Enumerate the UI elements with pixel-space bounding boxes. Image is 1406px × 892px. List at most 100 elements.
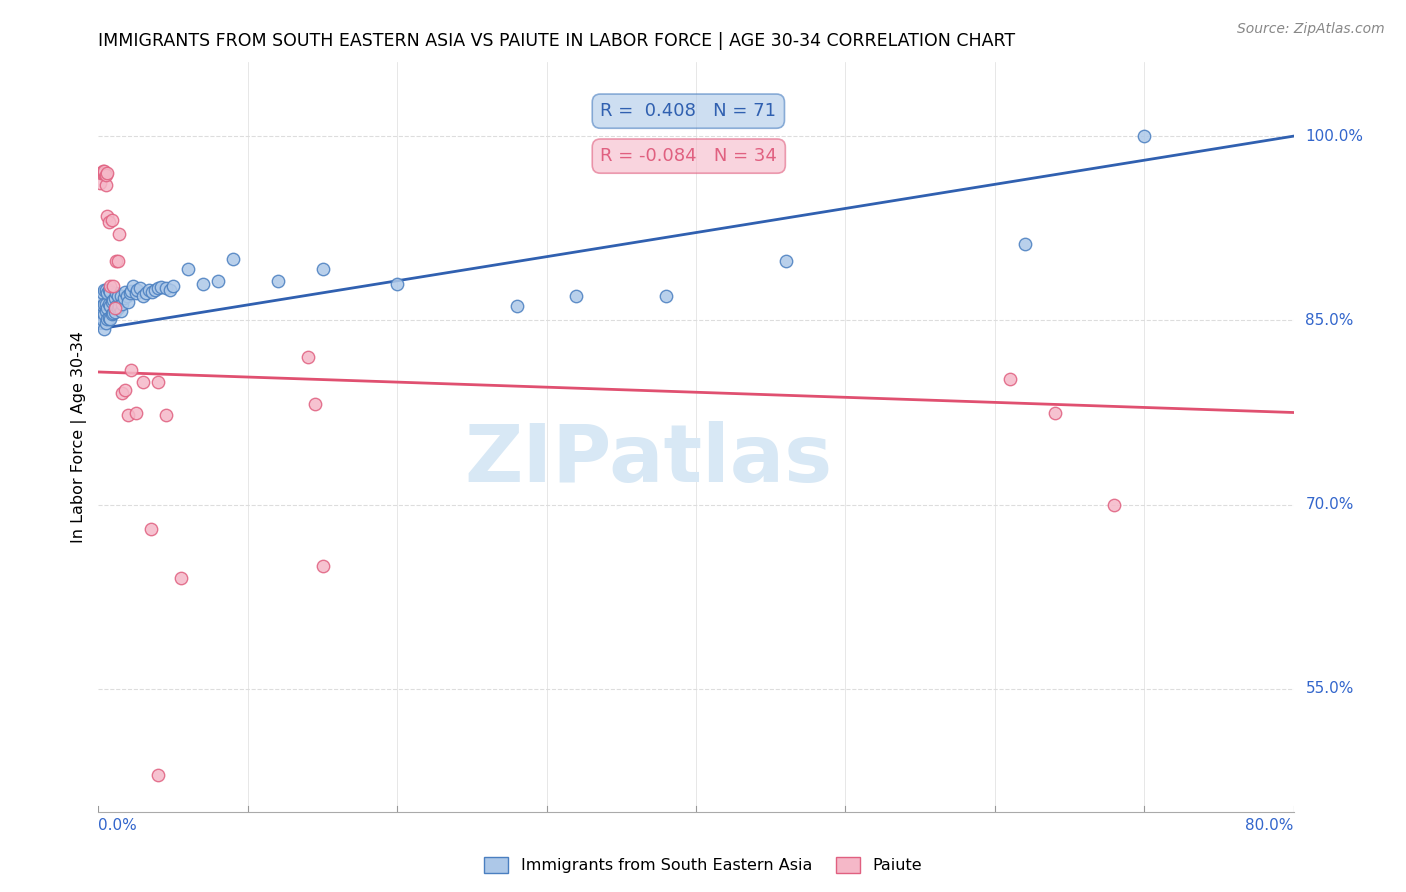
Point — [104, 291, 127, 305]
Point — [117, 295, 139, 310]
Point — [110, 289, 132, 303]
Point — [94, 316, 117, 330]
Point — [94, 297, 117, 311]
Point — [94, 169, 117, 183]
Point — [93, 307, 115, 321]
Point — [97, 297, 120, 311]
Text: 100.0%: 100.0% — [1306, 128, 1364, 144]
Point — [132, 289, 155, 303]
Point — [162, 279, 184, 293]
Point — [96, 312, 118, 326]
Point — [112, 291, 135, 305]
Point — [103, 279, 125, 293]
Text: 70.0%: 70.0% — [1306, 497, 1354, 512]
Point — [107, 301, 129, 315]
Point — [138, 283, 160, 297]
Point — [108, 299, 131, 313]
Point — [655, 289, 678, 303]
Point — [117, 408, 139, 422]
Point — [120, 362, 142, 376]
Text: Source: ZipAtlas.com: Source: ZipAtlas.com — [1237, 22, 1385, 37]
Point — [159, 283, 181, 297]
Point — [143, 283, 166, 297]
Point — [267, 274, 290, 288]
Point — [1043, 405, 1066, 419]
Point — [1014, 237, 1036, 252]
Point — [150, 280, 173, 294]
Point — [98, 299, 122, 313]
Point — [207, 274, 229, 288]
Text: 80.0%: 80.0% — [1246, 818, 1294, 833]
Point — [775, 254, 797, 268]
Legend: Immigrants from South Eastern Asia, Paiute: Immigrants from South Eastern Asia, Paiu… — [478, 850, 928, 880]
Point — [1133, 129, 1156, 144]
Point — [135, 286, 157, 301]
Point — [148, 768, 170, 782]
Point — [101, 212, 124, 227]
Text: 55.0%: 55.0% — [1306, 681, 1354, 697]
Point — [93, 283, 115, 297]
Point — [94, 303, 117, 318]
Text: R = -0.084   N = 34: R = -0.084 N = 34 — [600, 147, 778, 165]
Point — [91, 286, 114, 301]
Point — [118, 286, 141, 301]
Point — [96, 301, 118, 315]
Point — [155, 281, 177, 295]
Point — [111, 297, 134, 311]
Point — [297, 350, 319, 364]
Point — [97, 215, 120, 229]
Point — [311, 559, 333, 574]
Point — [93, 322, 115, 336]
Point — [132, 375, 155, 389]
Point — [998, 372, 1021, 386]
Point — [125, 286, 148, 301]
Point — [91, 299, 114, 313]
Point — [107, 254, 129, 268]
Y-axis label: In Labor Force | Age 30-34: In Labor Force | Age 30-34 — [72, 331, 87, 543]
Point — [90, 307, 112, 321]
Point — [91, 313, 114, 327]
Point — [565, 289, 588, 303]
Point — [91, 163, 114, 178]
Point — [311, 261, 333, 276]
Point — [121, 279, 143, 293]
Point — [155, 408, 177, 422]
Point — [125, 405, 148, 419]
Point — [98, 312, 122, 326]
Point — [169, 571, 191, 585]
Text: 85.0%: 85.0% — [1306, 313, 1354, 328]
Point — [97, 310, 120, 325]
Point — [385, 277, 409, 291]
Point — [98, 285, 122, 300]
Point — [105, 254, 128, 268]
Point — [107, 289, 129, 303]
Point — [93, 297, 115, 311]
Text: IMMIGRANTS FROM SOUTH EASTERN ASIA VS PAIUTE IN LABOR FORCE | AGE 30-34 CORRELAT: IMMIGRANTS FROM SOUTH EASTERN ASIA VS PA… — [98, 32, 1015, 50]
Point — [90, 289, 112, 303]
Text: ZIPatlas: ZIPatlas — [464, 420, 832, 499]
Point — [105, 299, 128, 313]
Point — [108, 227, 131, 242]
Point — [114, 285, 136, 300]
Point — [89, 299, 111, 313]
Point — [222, 252, 245, 266]
Point — [101, 295, 124, 310]
Point — [93, 163, 115, 178]
Point — [120, 284, 142, 298]
Point — [94, 283, 117, 297]
Point — [191, 277, 214, 291]
Point — [101, 307, 124, 321]
Text: 0.0%: 0.0% — [98, 818, 138, 833]
Point — [129, 281, 152, 295]
Point — [148, 375, 170, 389]
Point — [96, 209, 118, 223]
Point — [127, 283, 149, 297]
Point — [104, 301, 127, 315]
Point — [115, 289, 138, 303]
Point — [1104, 498, 1126, 512]
Point — [90, 166, 112, 180]
Point — [103, 306, 125, 320]
Point — [89, 315, 111, 329]
Point — [177, 261, 200, 276]
Point — [96, 166, 118, 180]
